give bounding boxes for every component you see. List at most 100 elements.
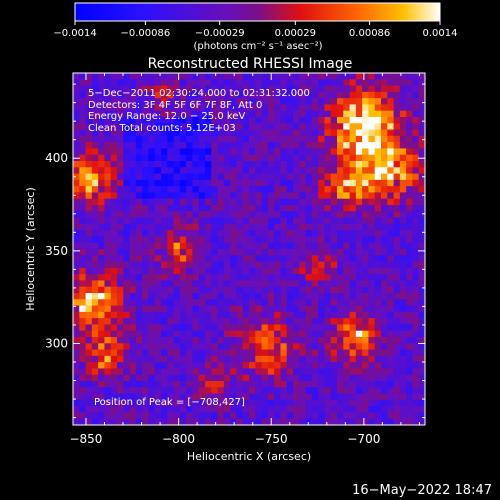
heatmap-cell bbox=[230, 249, 238, 256]
heatmap-cell bbox=[330, 104, 338, 112]
heatmap-cell bbox=[142, 98, 150, 106]
heatmap-cell bbox=[267, 79, 275, 87]
heatmap-cell bbox=[104, 318, 112, 326]
heatmap-cell bbox=[393, 91, 401, 99]
heatmap-cell bbox=[198, 73, 206, 80]
heatmap-cell bbox=[154, 293, 162, 300]
heatmap-cell bbox=[293, 179, 300, 187]
heatmap-cell bbox=[293, 98, 300, 106]
heatmap-cell bbox=[123, 355, 131, 363]
heatmap-cell bbox=[286, 255, 294, 263]
heatmap-cell bbox=[129, 104, 137, 112]
heatmap-cell bbox=[337, 293, 344, 300]
heatmap-cell bbox=[286, 293, 294, 300]
heatmap-cell bbox=[399, 230, 407, 238]
footer-date: 16−May−2022 18:47 bbox=[352, 483, 492, 498]
heatmap-cell bbox=[173, 148, 181, 156]
heatmap-cell bbox=[217, 179, 225, 187]
heatmap-cell bbox=[198, 412, 206, 420]
heatmap-cell bbox=[280, 286, 288, 294]
heatmap-cell bbox=[406, 198, 414, 206]
heatmap-cell bbox=[217, 255, 225, 263]
heatmap-cell bbox=[330, 167, 338, 175]
heatmap-cell bbox=[418, 117, 425, 124]
heatmap-cell bbox=[330, 261, 338, 269]
heatmap-cell bbox=[349, 117, 357, 124]
heatmap-cell bbox=[305, 173, 313, 181]
heatmap-cell bbox=[198, 249, 206, 256]
heatmap-cell bbox=[280, 205, 288, 212]
heatmap-cell bbox=[85, 205, 93, 212]
heatmap-cell bbox=[223, 154, 231, 162]
heatmap-cell bbox=[286, 286, 294, 294]
heatmap-cell bbox=[393, 387, 401, 395]
heatmap-cell bbox=[223, 85, 231, 93]
heatmap-cell bbox=[142, 293, 150, 300]
heatmap-cell bbox=[98, 123, 106, 131]
heatmap-cell bbox=[305, 205, 313, 212]
heatmap-cell bbox=[161, 236, 168, 244]
heatmap-cell bbox=[236, 249, 244, 256]
heatmap-cell bbox=[173, 355, 181, 363]
heatmap-cell bbox=[261, 123, 269, 131]
heatmap-cell bbox=[318, 293, 326, 300]
heatmap-cell bbox=[337, 117, 344, 124]
heatmap-cell bbox=[217, 355, 225, 363]
heatmap-cell bbox=[223, 236, 231, 244]
heatmap-cell bbox=[230, 368, 238, 376]
heatmap-cell bbox=[293, 412, 300, 420]
heatmap-cell bbox=[217, 217, 225, 225]
heatmap-cell bbox=[123, 249, 131, 256]
heatmap-cell bbox=[330, 110, 338, 118]
heatmap-cell bbox=[311, 349, 319, 357]
heatmap-cell bbox=[286, 192, 294, 200]
heatmap-cell bbox=[198, 154, 206, 162]
heatmap-cell bbox=[167, 406, 175, 414]
heatmap-cell bbox=[205, 211, 212, 219]
heatmap-cell bbox=[242, 173, 250, 181]
heatmap-cell bbox=[223, 299, 231, 307]
heatmap-cell bbox=[98, 337, 106, 344]
heatmap-cell bbox=[230, 293, 238, 300]
heatmap-cell bbox=[129, 73, 137, 80]
heatmap-cell bbox=[393, 192, 401, 200]
heatmap-cell bbox=[167, 91, 175, 99]
heatmap-cell bbox=[305, 412, 313, 420]
heatmap-cell bbox=[381, 399, 388, 407]
heatmap-cell bbox=[255, 205, 263, 212]
heatmap-cell bbox=[161, 110, 168, 118]
heatmap-cell bbox=[293, 299, 300, 307]
heatmap-cell bbox=[311, 355, 319, 363]
heatmap-cell bbox=[223, 117, 231, 124]
heatmap-cell bbox=[412, 299, 420, 307]
heatmap-cell bbox=[117, 110, 124, 118]
heatmap-cell bbox=[179, 142, 187, 150]
heatmap-cell bbox=[274, 230, 282, 238]
heatmap-cell bbox=[255, 324, 263, 332]
heatmap-cell bbox=[198, 399, 206, 407]
heatmap-cell bbox=[330, 337, 338, 344]
heatmap-cell bbox=[148, 267, 156, 275]
heatmap-cell bbox=[135, 236, 143, 244]
heatmap-cell bbox=[406, 330, 414, 338]
heatmap-cell bbox=[85, 286, 93, 294]
heatmap-cell bbox=[280, 242, 288, 250]
heatmap-cell bbox=[186, 117, 194, 124]
heatmap-cell bbox=[110, 161, 118, 168]
heatmap-cell bbox=[192, 91, 200, 99]
heatmap-cell bbox=[129, 267, 137, 275]
heatmap-cell bbox=[399, 374, 407, 382]
heatmap-cell bbox=[305, 179, 313, 187]
heatmap-cell bbox=[217, 274, 225, 282]
heatmap-cell bbox=[387, 311, 395, 319]
heatmap-cell bbox=[230, 186, 238, 194]
heatmap-cell bbox=[393, 211, 401, 219]
heatmap-cell bbox=[349, 418, 357, 425]
heatmap-cell bbox=[230, 242, 238, 250]
heatmap-cell bbox=[337, 381, 344, 388]
heatmap-cell bbox=[280, 98, 288, 106]
heatmap-cell bbox=[412, 230, 420, 238]
heatmap-cell bbox=[104, 217, 112, 225]
heatmap-cell bbox=[274, 242, 282, 250]
heatmap-cell bbox=[406, 148, 414, 156]
